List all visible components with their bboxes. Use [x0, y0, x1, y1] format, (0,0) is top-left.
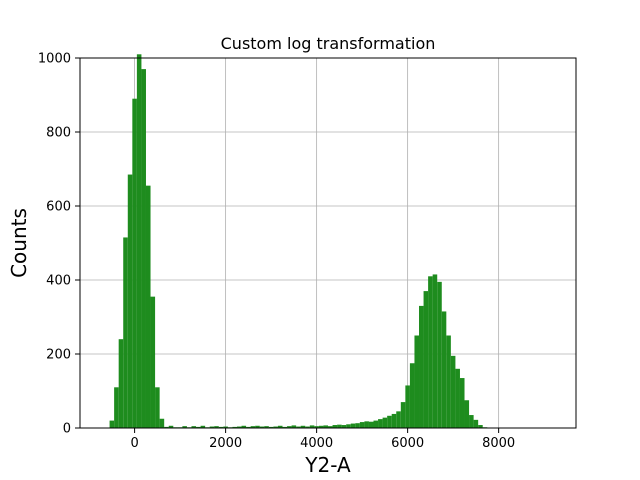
histogram-bar [250, 426, 256, 428]
histogram-bar [132, 98, 137, 428]
histogram-bar [368, 421, 374, 428]
histogram-bar [314, 426, 319, 428]
histogram-bar [127, 174, 133, 428]
histogram-bar [382, 417, 388, 428]
y-tick-label: 200 [46, 348, 71, 363]
histogram-bar [423, 291, 429, 428]
histogram-bar [277, 425, 283, 428]
histogram-bar [441, 311, 447, 428]
histogram-bar [478, 425, 483, 428]
histogram-bar [150, 296, 156, 428]
histogram-bar [446, 335, 451, 428]
chart-title: Custom log transformation [221, 34, 436, 53]
histogram-bar [364, 421, 369, 428]
histogram-bar [291, 425, 297, 428]
histogram-bar [232, 426, 237, 428]
histogram-bar [118, 339, 124, 428]
histogram-bar [109, 420, 115, 428]
histogram-bar [359, 422, 365, 428]
x-axis-ticks: 0 2000 4000 6000 8000 [130, 428, 515, 451]
histogram-bar [273, 426, 278, 428]
y-tick-label: 600 [46, 200, 71, 215]
histogram-bar [159, 418, 165, 428]
histogram-bar [287, 426, 292, 428]
histogram-bar [309, 425, 315, 428]
histogram-bar [323, 425, 328, 428]
histogram-bar [346, 424, 351, 428]
histogram-bar [332, 425, 338, 428]
histogram-bar [378, 419, 383, 428]
histogram-bar [182, 426, 187, 428]
histogram-bar [414, 335, 420, 428]
histogram-bar [350, 423, 356, 428]
y-axis-label: Counts [7, 208, 31, 278]
histogram-bar [396, 411, 401, 428]
y-tick-label: 800 [46, 126, 71, 141]
histogram-bar [437, 281, 442, 428]
histogram-bar [473, 419, 479, 428]
histogram-bar [141, 69, 146, 428]
histogram-bar [145, 185, 151, 428]
y-tick-label: 1000 [38, 52, 71, 67]
x-tick-label: 8000 [482, 436, 515, 451]
histogram-bar [355, 423, 360, 428]
plot-area [80, 58, 576, 428]
histogram-bar [114, 387, 119, 428]
histogram-bar [268, 426, 274, 428]
y-tick-label: 0 [63, 422, 71, 437]
histogram-bar [164, 426, 169, 428]
y-tick-label: 400 [46, 274, 71, 289]
x-tick-label: 4000 [300, 436, 333, 451]
histogram-bar [123, 237, 128, 428]
histogram-bar [328, 426, 333, 428]
histogram-bars [109, 54, 542, 429]
histogram-bar [214, 426, 219, 428]
histogram-bar [264, 426, 269, 428]
histogram-bar [155, 387, 160, 428]
histogram-bar [191, 426, 197, 428]
histogram-bar [241, 425, 247, 428]
y-axis-ticks: 0 200 400 600 800 1000 [38, 52, 80, 437]
axes-frame [79, 57, 577, 429]
histogram-bar [455, 368, 460, 428]
histogram-bar [450, 355, 456, 428]
x-tick-label: 0 [130, 436, 138, 451]
histogram-bar [464, 400, 470, 428]
histogram-bar [296, 426, 301, 428]
histogram-bar [405, 385, 410, 428]
x-tick-label: 6000 [391, 436, 424, 451]
histogram-bar [419, 305, 424, 428]
histogram-bar [469, 415, 474, 428]
histogram-bar [409, 363, 415, 428]
histogram-bar [305, 426, 310, 428]
histogram-bar [223, 426, 228, 428]
histogram-bar [432, 274, 438, 428]
histogram-bar [259, 426, 265, 428]
histogram-bar [337, 424, 342, 428]
histogram-bar [428, 276, 433, 428]
histogram-bar [136, 54, 142, 429]
histogram-bar [218, 426, 224, 428]
x-tick-label: 2000 [209, 436, 242, 451]
histogram-bar [341, 425, 347, 428]
histogram-bar [168, 425, 174, 428]
histogram-bar [400, 402, 406, 428]
histogram-bar [387, 415, 392, 428]
histogram-bar [236, 426, 242, 428]
histogram-bar [246, 426, 251, 428]
histogram-bar [459, 378, 465, 428]
x-axis-label: Y2-A [304, 453, 351, 477]
histogram-bar [255, 425, 260, 428]
histogram-bar [196, 426, 201, 428]
histogram-bar [318, 425, 324, 428]
histogram-bar [282, 426, 288, 428]
histogram-bar [391, 413, 397, 428]
histogram-bar [209, 426, 215, 428]
histogram-bar [300, 425, 306, 428]
histogram-bar [200, 425, 206, 428]
histogram-bar [373, 420, 379, 428]
